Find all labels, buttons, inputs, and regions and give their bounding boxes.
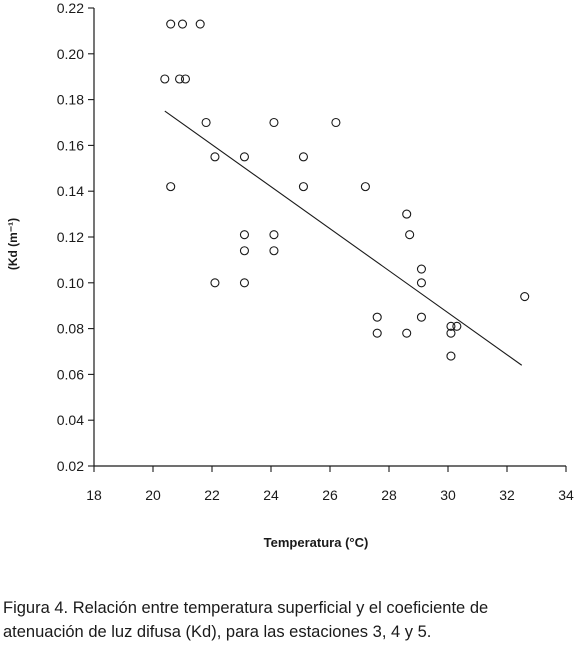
- data-point: [269, 117, 279, 128]
- data-point: [239, 278, 249, 288]
- data-point: [372, 328, 382, 338]
- data-point: [180, 74, 190, 84]
- y-axis-label: (Kd (m⁻¹): [6, 218, 20, 270]
- data-point: [210, 152, 220, 162]
- data-point: [166, 182, 176, 192]
- y-tick-label: 0.10: [57, 275, 84, 291]
- caption-line-1: Figura 4. Relación entre temperatura sup…: [3, 599, 489, 617]
- data-point: [452, 321, 462, 331]
- data-point: [210, 278, 220, 288]
- scatter-chart: 0.02 0.04 0.06 0.08 0.10 0.12 0.14 0.16 0.18 0.20…: [6, 0, 574, 550]
- data-point: [446, 328, 456, 338]
- y-tick-label: 0.20: [57, 46, 84, 62]
- y-tick-label: 0.14: [57, 183, 84, 199]
- data-point: [298, 152, 309, 162]
- x-tick-label: 22: [204, 487, 220, 503]
- data-point: [201, 117, 211, 128]
- data-point: [331, 117, 341, 128]
- data-point: [402, 209, 412, 219]
- y-tick-label: 0.08: [57, 321, 84, 337]
- data-point: [175, 74, 185, 84]
- x-axis-label: Temperatura (°C): [264, 535, 369, 550]
- x-tick-label: 18: [86, 487, 102, 503]
- x-axis: 18 20 22 24 26 28 30 32 34: [86, 466, 574, 503]
- data-point: [166, 19, 176, 29]
- y-tick-label: 0.12: [57, 229, 84, 245]
- data-point: [416, 264, 427, 274]
- data-point: [160, 74, 170, 84]
- y-axis: 0.02 0.04 0.06 0.08 0.10 0.12 0.14 0.16 0.18 0.20…: [57, 0, 94, 474]
- data-point: [239, 152, 249, 162]
- data-point: [269, 246, 279, 256]
- y-tick-label: 0.02: [57, 458, 84, 474]
- data-point: [446, 321, 456, 331]
- data-point: [446, 351, 456, 361]
- x-tick-label: 34: [558, 487, 574, 503]
- y-tick-label: 0.16: [57, 137, 84, 153]
- x-tick-label: 32: [499, 487, 515, 503]
- data-point: [416, 312, 427, 322]
- data-point: [177, 19, 188, 29]
- y-tick-label: 0.18: [57, 92, 84, 108]
- data-point: [239, 246, 249, 256]
- data-point: [269, 230, 279, 240]
- data-point: [195, 19, 205, 29]
- data-point: [402, 328, 412, 338]
- x-tick-label: 30: [440, 487, 456, 503]
- trendline-layer: [164, 110, 523, 366]
- x-tick-label: 28: [381, 487, 397, 503]
- points-layer: [160, 19, 530, 361]
- y-tick-label: 0.22: [57, 0, 84, 16]
- plot-frame: [93, 8, 566, 467]
- data-point: [372, 312, 382, 322]
- x-tick-label: 24: [263, 487, 279, 503]
- data-point: [298, 182, 309, 192]
- data-point: [405, 230, 415, 240]
- figure-caption: Figura 4. Relación entre temperatura sup…: [3, 596, 575, 644]
- x-tick-label: 20: [145, 487, 161, 503]
- x-tick-label: 26: [322, 487, 338, 503]
- data-point: [520, 291, 530, 302]
- trendline: [164, 110, 523, 366]
- y-tick-label: 0.04: [57, 412, 84, 428]
- caption-line-2: atenuación de luz difusa (Kd), para las …: [3, 623, 432, 641]
- data-point: [360, 182, 370, 192]
- y-tick-label: 0.06: [57, 366, 84, 382]
- data-point: [416, 278, 427, 288]
- data-point: [239, 230, 249, 240]
